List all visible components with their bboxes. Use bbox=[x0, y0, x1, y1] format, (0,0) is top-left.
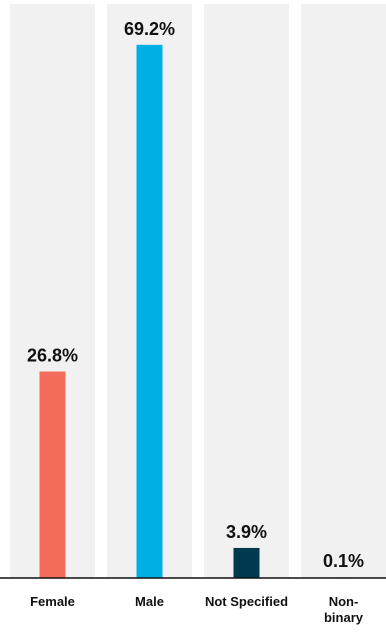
column-bg-non-binary bbox=[301, 4, 386, 578]
bar-female bbox=[39, 371, 66, 578]
x-tick-labels: Female Male Not Specified Non-binary bbox=[30, 594, 364, 625]
bar-not-specified bbox=[233, 547, 260, 578]
data-label-non-binary: 0.1% bbox=[323, 551, 364, 571]
tick-label-not-specified: Not Specified bbox=[205, 594, 288, 609]
tick-label-male: Male bbox=[135, 594, 164, 609]
data-label-male: 69.2% bbox=[124, 19, 175, 39]
data-label-female: 26.8% bbox=[27, 346, 78, 366]
data-labels: 26.8% 69.2% 3.9% 0.1% bbox=[27, 19, 364, 571]
bar-male bbox=[136, 44, 163, 578]
tick-label-non-binary: Non-binary bbox=[324, 594, 364, 625]
column-backgrounds bbox=[10, 4, 386, 578]
data-label-not-specified: 3.9% bbox=[226, 522, 267, 542]
bars bbox=[39, 44, 357, 578]
column-bg-not-specified bbox=[204, 4, 289, 578]
tick-label-female: Female bbox=[30, 594, 75, 609]
